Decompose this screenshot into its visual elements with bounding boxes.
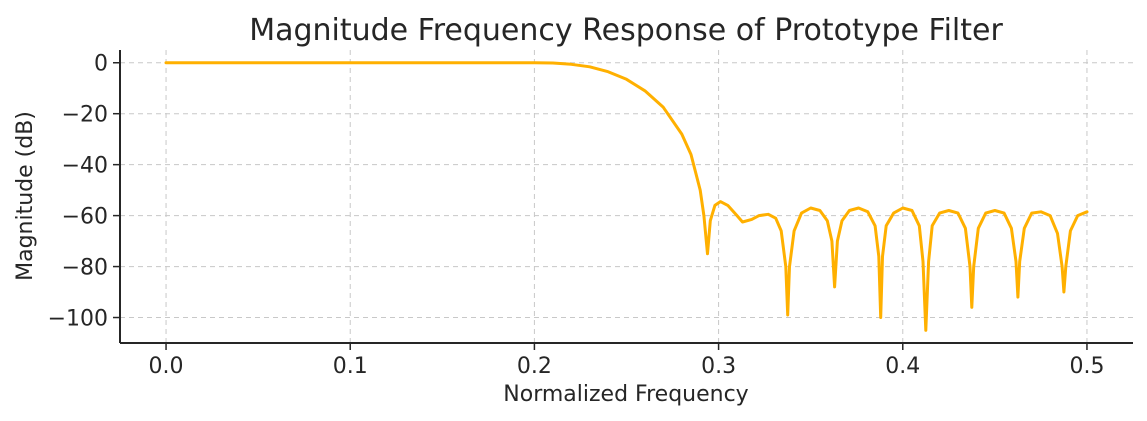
chart-title: Magnitude Frequency Response of Prototyp… — [249, 13, 1003, 48]
y-tick-label: −40 — [62, 154, 108, 179]
x-tick-label: 0.1 — [333, 354, 368, 379]
y-tick-label: −100 — [48, 307, 108, 332]
y-tick-label: 0 — [94, 52, 108, 77]
grid-lines — [120, 50, 1133, 343]
x-tick-label: 0.5 — [1069, 354, 1104, 379]
y-axis-ticks: 0 −20 −40 −60 −80 −100 — [48, 52, 120, 332]
x-tick-label: 0.2 — [517, 354, 552, 379]
plot-area — [164, 61, 1089, 332]
x-tick-label: 0.3 — [701, 354, 736, 379]
y-tick-label: −20 — [62, 103, 108, 128]
x-tick-label: 0.4 — [885, 354, 920, 379]
x-tick-label: 0.0 — [149, 354, 184, 379]
y-axis-label: Magnitude (dB) — [13, 111, 38, 281]
y-tick-label: −60 — [62, 205, 108, 230]
x-axis-ticks: 0.0 0.1 0.2 0.3 0.4 0.5 — [149, 343, 1104, 379]
magnitude-response-line — [164, 61, 1089, 332]
axes — [119, 50, 1133, 344]
y-tick-label: −80 — [62, 256, 108, 281]
x-axis-label: Normalized Frequency — [503, 382, 748, 407]
